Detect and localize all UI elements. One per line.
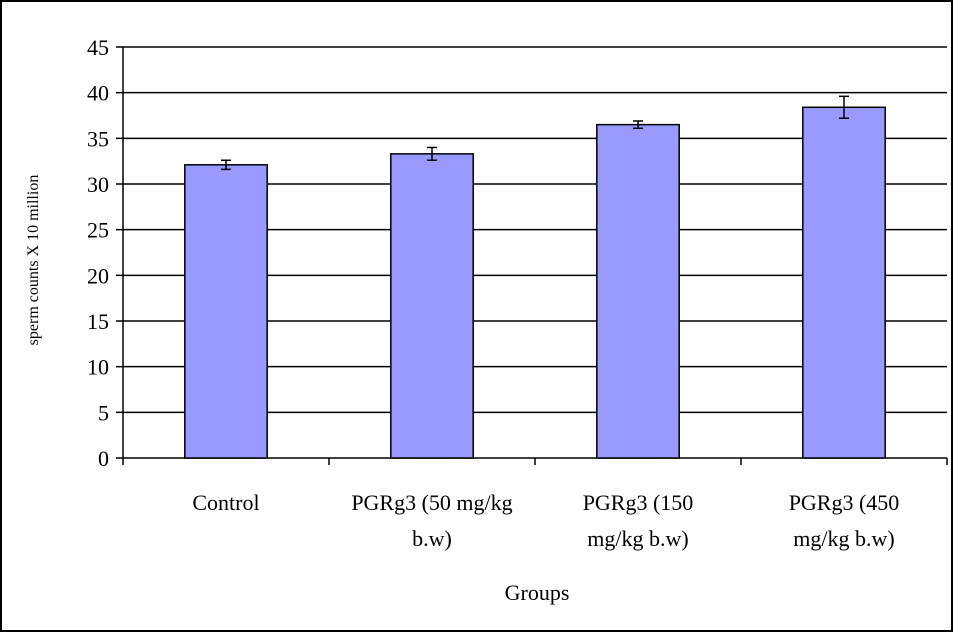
x-axis-title: Groups	[505, 580, 570, 605]
y-tick-label: 30	[87, 172, 109, 197]
error-bars	[221, 95, 849, 171]
y-tick-label: 45	[87, 35, 109, 60]
bar	[184, 164, 268, 459]
x-category-label-line: Control	[192, 490, 259, 515]
y-tick-label: 5	[98, 400, 109, 425]
y-tick-label: 40	[87, 81, 109, 106]
x-category-label-line: PGRg3 (50 mg/kg	[351, 490, 512, 515]
y-tick-label: 15	[87, 309, 109, 334]
x-category-label-line: mg/kg b.w)	[587, 526, 688, 551]
bar	[802, 106, 886, 459]
x-category-label-line: PGRg3 (150	[583, 490, 694, 515]
x-category-label-line: PGRg3 (450	[789, 490, 900, 515]
x-category-label: PGRg3 (450 mg/kg b.w)	[789, 490, 900, 551]
error-bar	[427, 146, 437, 162]
x-category-label: PGRg3 (150 mg/kg b.w)	[583, 490, 694, 551]
error-bar	[839, 95, 849, 119]
y-tick-label: 25	[87, 218, 109, 243]
y-tick-label: 35	[87, 126, 109, 151]
x-category-label: PGRg3 (50 mg/kg b.w)	[351, 490, 512, 551]
y-tick-label: 10	[87, 355, 109, 380]
x-category-label-line: b.w)	[412, 526, 452, 551]
bar	[596, 123, 680, 459]
y-tick-label: 20	[87, 263, 109, 288]
error-bar	[221, 159, 231, 171]
x-category-label-line: mg/kg b.w)	[793, 526, 894, 551]
y-tick-label: 0	[98, 446, 109, 471]
x-category-label: Control	[192, 490, 259, 515]
bars	[184, 106, 886, 459]
y-tick-labels: 0 5 10 15 20 25 30 35 40 45	[87, 35, 109, 471]
bar	[390, 153, 474, 459]
y-axis-title: sperm counts X 10 million	[25, 175, 42, 346]
error-bar	[633, 120, 643, 130]
x-category-labels: Control PGRg3 (50 mg/kg b.w) PGRg3 (150 mg/k…	[192, 490, 899, 551]
